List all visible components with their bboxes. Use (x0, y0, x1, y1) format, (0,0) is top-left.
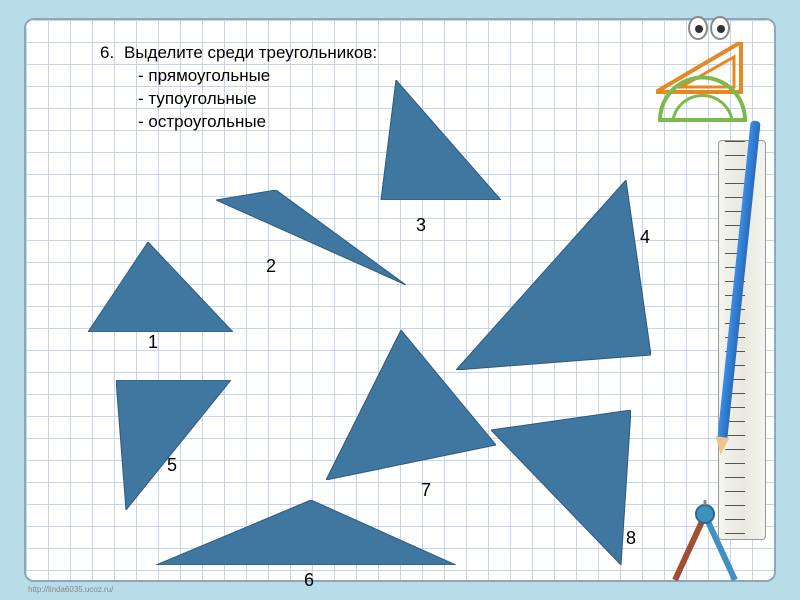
protractor-icon (655, 75, 750, 125)
triangle-7 (326, 330, 496, 480)
triangle-8 (491, 410, 631, 565)
compass-icon (660, 500, 750, 590)
eyes-icon (688, 16, 734, 44)
triangle-label-8: 8 (626, 528, 636, 549)
task-text: 6. Выделите среди треугольников: - прямо… (124, 42, 377, 134)
triangle-label-7: 7 (421, 480, 431, 501)
footer-url: http://linda6035.ucoz.ru/ (28, 585, 113, 594)
task-number: 6. (100, 42, 114, 65)
task-item-2: - остроугольные (138, 112, 266, 131)
triangle-label-2: 2 (266, 256, 276, 277)
triangle-label-4: 4 (640, 227, 650, 248)
triangle-6 (156, 500, 456, 565)
triangle-label-5: 5 (167, 455, 177, 476)
content-frame: 6. Выделите среди треугольников: - прямо… (24, 18, 776, 582)
task-item-1: - тупоугольные (138, 89, 257, 108)
triangle-label-6: 6 (304, 570, 314, 591)
task-item-0: - прямоугольные (138, 66, 270, 85)
triangle-5 (116, 380, 231, 510)
triangle-label-3: 3 (416, 215, 426, 236)
triangle-label-1: 1 (148, 332, 158, 353)
triangle-2 (216, 190, 406, 285)
triangle-1 (88, 242, 233, 332)
task-title: Выделите среди треугольников: (124, 43, 377, 62)
